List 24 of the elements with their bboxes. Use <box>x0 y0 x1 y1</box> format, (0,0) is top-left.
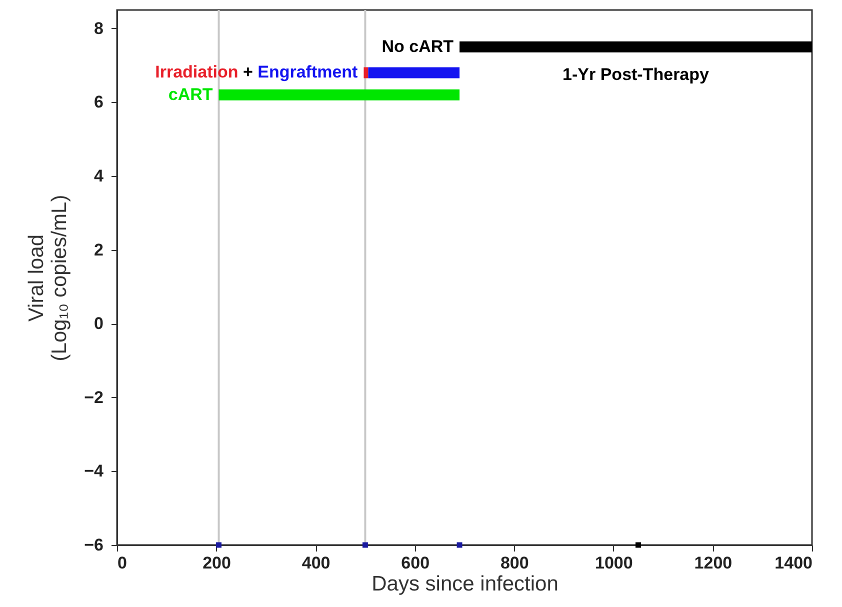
x-tick-label: 0 <box>118 554 127 572</box>
y-axis-title: Viral load (Log₁₀ copies/mL) <box>25 194 72 362</box>
x-tick-label: 1200 <box>694 554 732 572</box>
text: Irradiation <box>155 62 238 82</box>
y-tick-label: 8 <box>94 18 104 38</box>
y-tick-label: −4 <box>84 462 104 481</box>
y-tick-label: 0 <box>94 314 104 334</box>
x-tick-label: 200 <box>202 554 231 572</box>
y-tick-label: 6 <box>94 92 104 112</box>
annotation: + <box>242 62 253 82</box>
series-label: cART <box>168 84 214 104</box>
x-tick-label: 1400 <box>774 554 812 572</box>
x-tick-label: 800 <box>500 554 529 572</box>
x-tick-label: 400 <box>302 554 330 572</box>
x-axis-title: Days since infection <box>372 572 558 596</box>
y-tick-label: −2 <box>84 388 104 407</box>
y-tick-label: 2 <box>94 240 104 260</box>
series-label: No cART <box>382 36 454 56</box>
y-tick-label: −6 <box>84 536 104 554</box>
x-tick-label: 1000 <box>595 554 633 572</box>
x-tick-label: 600 <box>401 554 430 572</box>
y-tick-label: 4 <box>94 166 104 186</box>
series-label: Engraftment <box>258 62 358 82</box>
annotation: 1-Yr Post-Therapy <box>562 64 710 84</box>
